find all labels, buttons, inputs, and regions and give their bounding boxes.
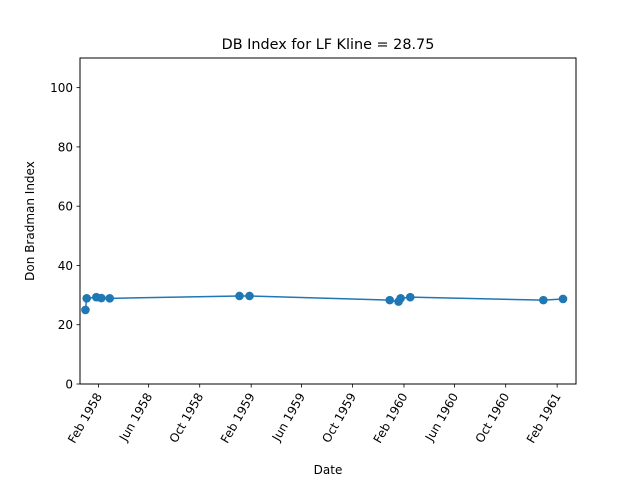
x-tick-label: Feb 1959 [218,391,258,446]
axes-frame [79,57,577,385]
x-tick-label: Jun 1959 [269,391,308,445]
data-point [385,295,395,305]
x-tick-label: Feb 1961 [524,391,564,446]
x-tick-label: Oct 1959 [319,391,359,446]
x-axis-label: Date [314,463,343,477]
y-tick-label: 100 [50,81,73,95]
data-point [396,294,405,303]
data-point [558,294,568,304]
chart-title: DB Index for LF Kline = 28.75 [222,37,435,53]
x-tick-label: Oct 1958 [167,391,207,446]
y-tick-label: 20 [58,318,73,332]
y-tick-label: 0 [65,378,73,392]
y-tick-label: 60 [58,200,73,214]
x-tick-label: Feb 1960 [371,391,411,446]
y-tick-label: 40 [58,259,73,273]
y-tick-label: 80 [58,140,73,154]
y-axis-label: Don Bradman Index [23,161,37,281]
data-point [97,293,106,303]
data-point [539,295,548,305]
data-point [235,291,244,301]
x-tick-label: Feb 1958 [65,391,105,446]
x-tick-label: Jun 1958 [116,391,155,445]
x-tick-label: Oct 1960 [473,391,513,446]
data-point [81,305,90,315]
data-point [82,294,91,303]
series-line [84,295,564,310]
data-point [245,291,254,301]
plot-area [81,291,568,315]
x-tick-label: Jun 1960 [422,391,461,445]
data-point [105,294,115,303]
data-point [405,292,415,302]
